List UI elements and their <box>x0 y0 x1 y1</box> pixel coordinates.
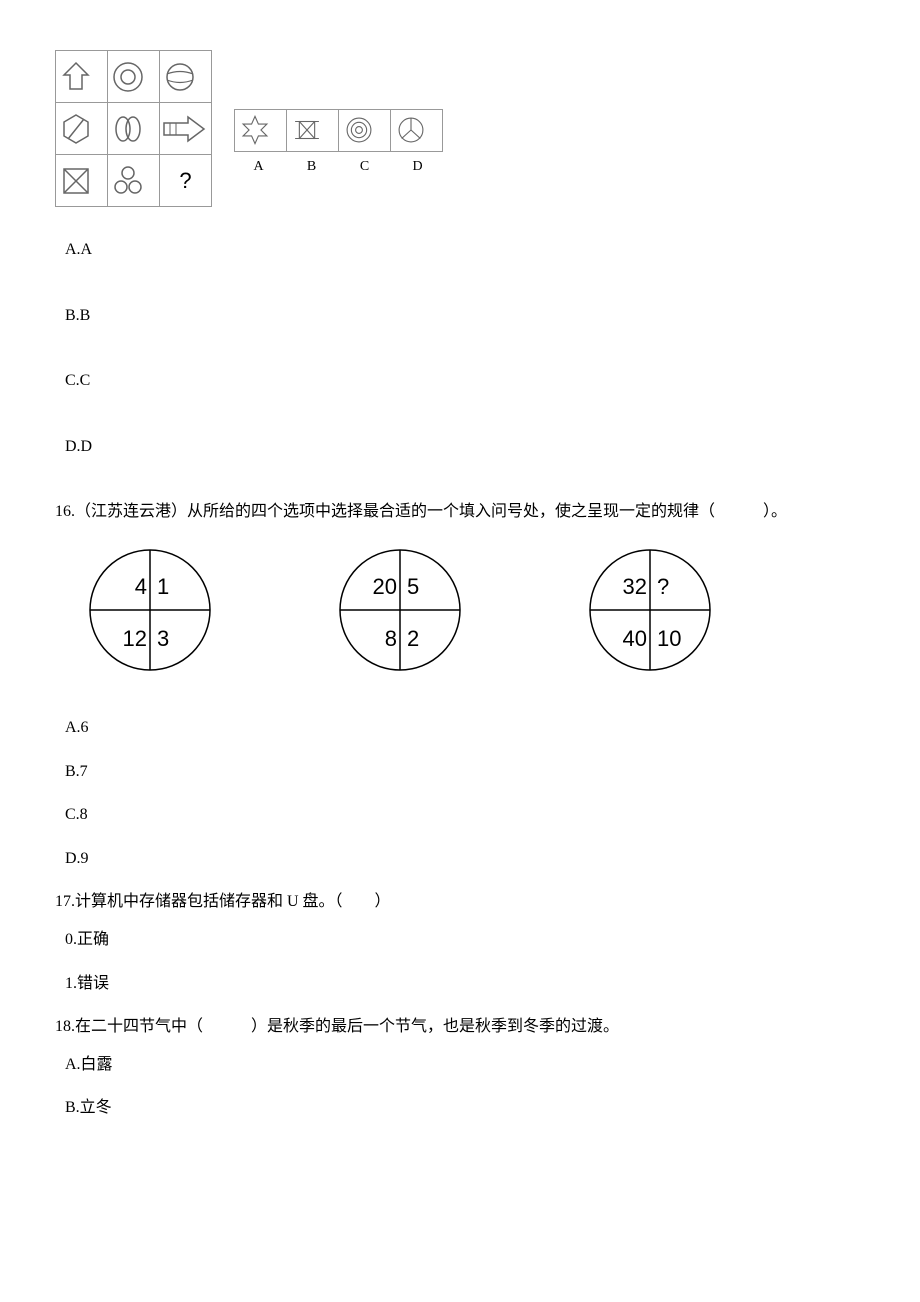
cell-r1c1 <box>56 51 108 103</box>
cell-r3c3: ? <box>160 155 212 207</box>
opt-cell-A <box>234 109 286 151</box>
c1-tl: 4 <box>135 569 147 604</box>
opt-letter-A: A <box>232 152 285 178</box>
triple-circle-icon <box>339 113 379 147</box>
q15-option-A: A.A <box>65 237 865 263</box>
tripod-icon <box>391 113 431 147</box>
three-circles-icon <box>108 161 148 201</box>
q15-option-B: B.B <box>65 303 865 329</box>
c1-bl: 12 <box>123 621 147 656</box>
q17-stem: 17.计算机中存储器包括储存器和 U 盘。（ ） <box>55 889 865 915</box>
star6-icon <box>235 113 275 147</box>
q16-option-C: C.8 <box>65 802 865 828</box>
cell-r2c1 <box>56 103 108 155</box>
opt-letter-C: C <box>338 152 391 178</box>
q18-option-A: A.白露 <box>65 1052 865 1078</box>
c1-br: 3 <box>157 621 169 656</box>
q15-opt-letters: A B C D <box>232 152 444 178</box>
c1-tr: 1 <box>157 569 169 604</box>
q15-option-C: C.C <box>65 368 865 394</box>
globe-icon <box>160 57 200 97</box>
c2-tl: 20 <box>373 569 397 604</box>
q16-stem: 16.（江苏连云港）从所给的四个选项中选择最合适的一个填入问号处，使之呈现一定的… <box>55 499 865 525</box>
q15-option-D: D.D <box>65 434 865 460</box>
cell-r1c3 <box>160 51 212 103</box>
hexagon-slash-icon <box>56 109 96 149</box>
q18-stem: 18.在二十四节气中（ ）是秋季的最后一个节气，也是秋季到冬季的过渡。 <box>55 1014 865 1040</box>
q16-circles: 4 1 12 3 20 5 8 2 32 ? 40 10 <box>85 545 865 675</box>
circle-1: 4 1 12 3 <box>85 545 215 675</box>
up-arrow-icon <box>56 57 96 97</box>
double-oval-icon <box>108 109 148 149</box>
c3-tr: ? <box>657 569 669 604</box>
opt-cell-B <box>286 109 338 151</box>
q16-option-D: D.9 <box>65 846 865 872</box>
cell-r1c2 <box>108 51 160 103</box>
cell-r3c1 <box>56 155 108 207</box>
circle-2: 20 5 8 2 <box>335 545 465 675</box>
q16-option-B: B.7 <box>65 759 865 785</box>
q17-option-1: 1.错误 <box>65 971 865 997</box>
q15-grid: ? <box>55 50 212 207</box>
square-x-lines-icon <box>287 113 327 147</box>
double-circle-icon <box>108 57 148 97</box>
c3-bl: 40 <box>623 621 647 656</box>
q18-option-B: B.立冬 <box>65 1095 865 1121</box>
qmark-text: ? <box>179 168 191 193</box>
cell-r3c2 <box>108 155 160 207</box>
cell-r2c3 <box>160 103 212 155</box>
opt-letter-B: B <box>285 152 338 178</box>
q15-figure: ? <box>55 50 865 207</box>
circle-3: 32 ? 40 10 <box>585 545 715 675</box>
c3-tl: 32 <box>623 569 647 604</box>
q17-option-0: 0.正确 <box>65 927 865 953</box>
opt-cell-C <box>338 109 390 151</box>
q15-option-figures: A B C D <box>232 109 444 178</box>
square-x-icon <box>56 161 96 201</box>
opt-letter-D: D <box>391 152 444 178</box>
q15-opt-table <box>234 109 443 152</box>
c3-br: 10 <box>657 621 681 656</box>
c2-tr: 5 <box>407 569 419 604</box>
cell-r2c2 <box>108 103 160 155</box>
opt-cell-D <box>390 109 442 151</box>
arrow-right-icon <box>160 109 208 149</box>
c2-bl: 8 <box>385 621 397 656</box>
q16-option-A: A.6 <box>65 715 865 741</box>
c2-br: 2 <box>407 621 419 656</box>
